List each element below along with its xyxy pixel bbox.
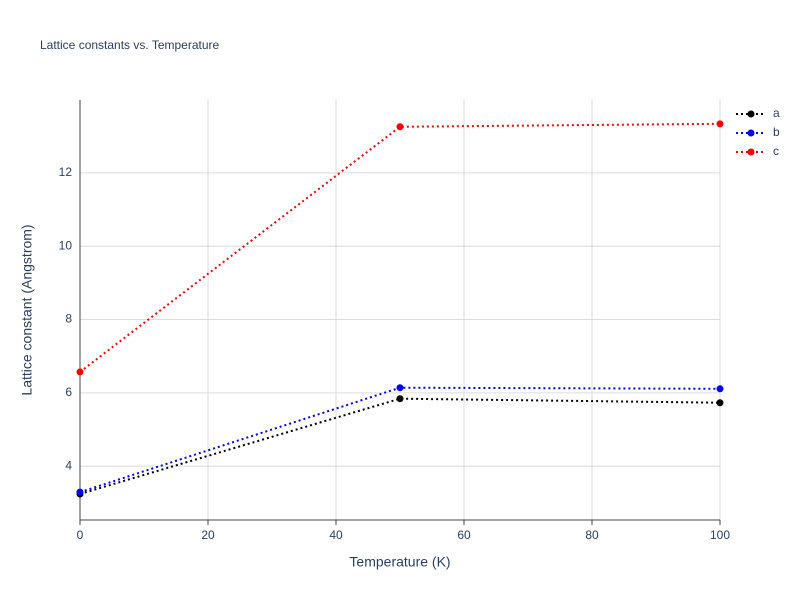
data-point (396, 395, 404, 403)
legend-marker (747, 148, 755, 156)
y-tick-label: 4 (65, 458, 72, 472)
data-point (716, 385, 724, 393)
data-point (716, 120, 724, 128)
x-tick-label: 100 (710, 528, 730, 542)
y-tick-label: 12 (59, 165, 73, 179)
y-tick-label: 6 (65, 385, 72, 399)
series-line (79, 397, 721, 495)
x-tick-label: 0 (77, 528, 84, 542)
data-point (76, 488, 84, 496)
data-point (396, 384, 404, 392)
x-axis-label: Temperature (K) (349, 554, 450, 570)
chart-title: Lattice constants vs. Temperature (40, 38, 220, 52)
legend-marker (747, 110, 755, 118)
y-tick-label: 10 (59, 238, 73, 252)
series-line (79, 122, 721, 373)
y-axis-label: Lattice constant (Angstrom) (19, 224, 35, 395)
legend-label: a (773, 106, 780, 120)
x-tick-label: 80 (585, 528, 599, 542)
legend-label: b (773, 125, 780, 139)
x-tick-label: 60 (457, 528, 471, 542)
data-point (76, 368, 84, 376)
data-point (716, 399, 724, 407)
y-tick-label: 8 (65, 312, 72, 326)
x-tick-label: 40 (329, 528, 343, 542)
x-tick-label: 20 (201, 528, 215, 542)
legend-label: c (773, 144, 779, 158)
series-line (79, 386, 721, 494)
data-point (396, 123, 404, 131)
legend-marker (747, 129, 755, 137)
